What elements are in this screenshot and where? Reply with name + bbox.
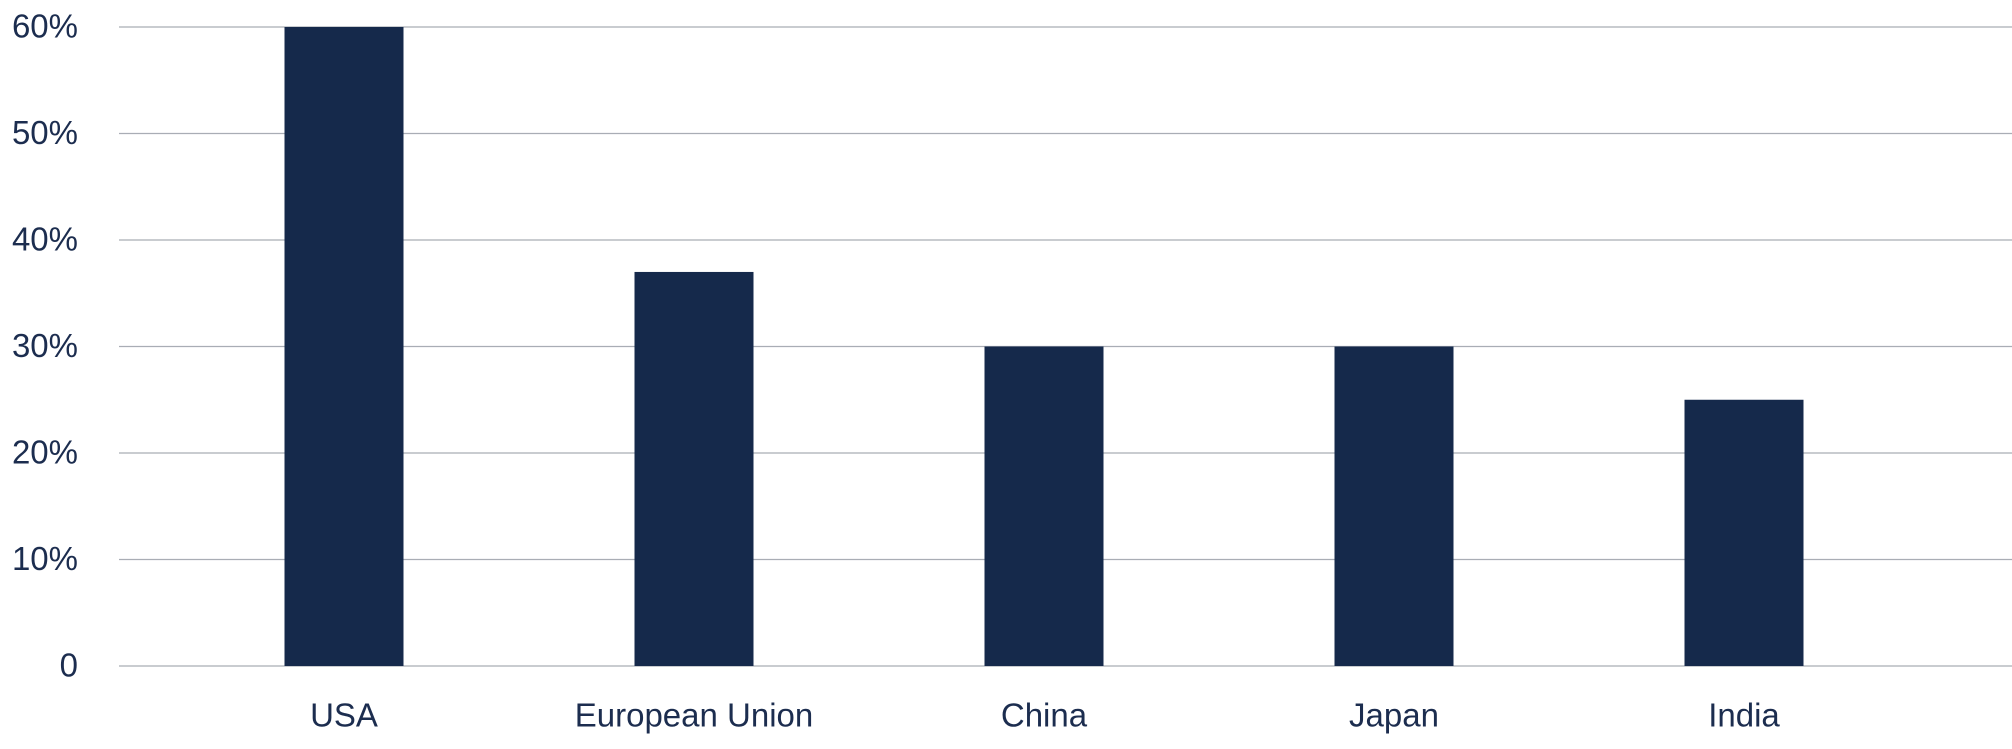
bar [1684,399,1804,666]
y-tick-label: 30% [12,327,78,364]
y-tick-label: 50% [12,114,78,151]
y-tick-label: 40% [12,221,78,258]
x-tick-label: Japan [1349,697,1439,734]
y-tick-label: 10% [12,540,78,577]
y-tick-label: 0 [60,647,78,684]
bar [1334,346,1454,666]
bar [284,27,404,666]
x-tick-label: India [1708,697,1780,734]
bar [984,346,1104,666]
x-tick-label: European Union [575,697,814,734]
y-tick-label: 20% [12,434,78,471]
y-tick-label: 60% [12,8,78,45]
x-tick-label: USA [310,697,378,734]
bar [634,271,754,666]
x-tick-label: China [1001,697,1088,734]
